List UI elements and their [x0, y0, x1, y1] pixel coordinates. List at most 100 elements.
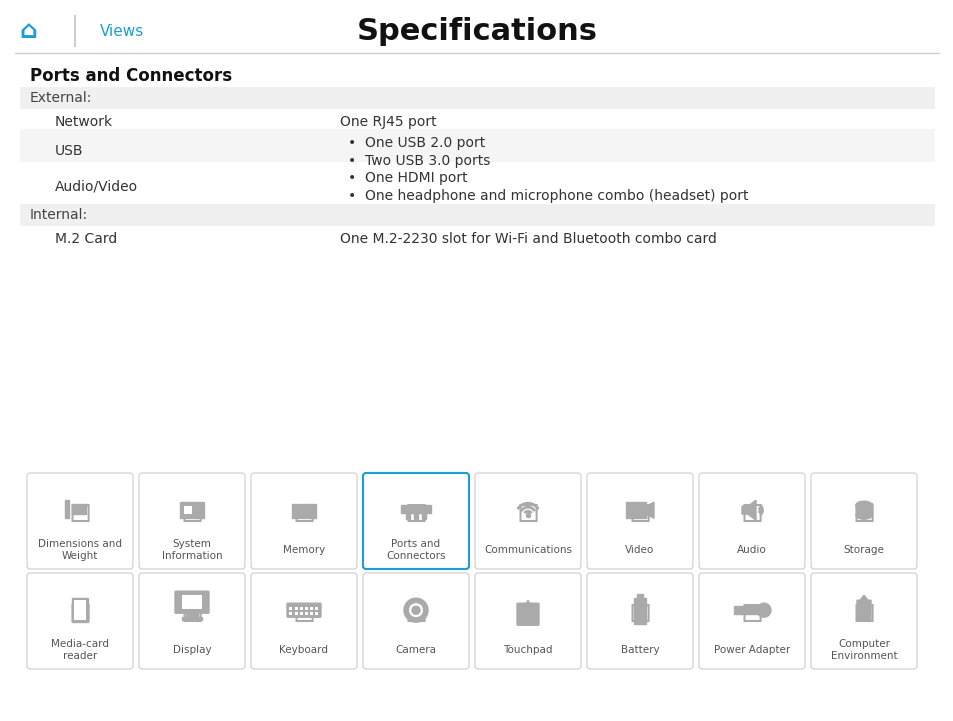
FancyBboxPatch shape	[27, 573, 132, 669]
Bar	[414, 511, 417, 519]
FancyBboxPatch shape	[20, 228, 934, 250]
Text: ⊡: ⊡	[516, 600, 539, 628]
Text: ⊡: ⊡	[628, 500, 651, 528]
FancyBboxPatch shape	[20, 111, 934, 133]
Text: Storage: Storage	[842, 545, 883, 554]
Bar	[307, 504, 311, 518]
Text: Network: Network	[55, 115, 113, 129]
Bar	[289, 606, 293, 610]
FancyBboxPatch shape	[20, 129, 934, 173]
Bar	[65, 500, 69, 518]
Text: Specifications: Specifications	[356, 17, 597, 45]
Text: One M.2-2230 slot for Wi-Fi and Bluetooth combo card: One M.2-2230 slot for Wi-Fi and Bluetoot…	[339, 232, 716, 246]
Bar	[310, 606, 313, 610]
Text: Battery: Battery	[620, 645, 659, 655]
Bar	[406, 511, 410, 519]
Text: ⊡: ⊡	[516, 500, 539, 528]
FancyBboxPatch shape	[20, 204, 934, 226]
Text: •  One HDMI port: • One HDMI port	[348, 171, 467, 185]
Text: Audio/Video: Audio/Video	[55, 179, 138, 193]
Text: Ports and
Connectors: Ports and Connectors	[386, 539, 445, 561]
Text: ⊡: ⊡	[740, 600, 762, 628]
Bar	[71, 504, 86, 514]
FancyBboxPatch shape	[20, 162, 934, 208]
Circle shape	[403, 598, 428, 622]
Bar	[305, 611, 308, 615]
Bar	[71, 598, 88, 622]
Bar	[180, 503, 204, 518]
Bar	[296, 504, 301, 518]
Bar	[305, 606, 308, 610]
FancyBboxPatch shape	[27, 473, 132, 569]
Text: ⊡: ⊡	[69, 600, 91, 628]
Text: USB: USB	[55, 144, 84, 158]
Circle shape	[409, 603, 422, 617]
FancyBboxPatch shape	[475, 573, 580, 669]
Circle shape	[757, 603, 770, 617]
FancyArrow shape	[856, 596, 870, 620]
FancyBboxPatch shape	[586, 573, 692, 669]
Text: Computer
Environment: Computer Environment	[830, 639, 897, 660]
FancyBboxPatch shape	[586, 473, 692, 569]
Text: ⊡: ⊡	[292, 500, 315, 528]
Bar	[312, 504, 315, 518]
Text: ⊡: ⊡	[740, 500, 762, 528]
Polygon shape	[741, 500, 755, 520]
Text: Keyboard: Keyboard	[279, 645, 328, 655]
Text: ⌂: ⌂	[19, 19, 37, 43]
Text: System
Information: System Information	[161, 539, 222, 561]
FancyBboxPatch shape	[139, 473, 245, 569]
Bar	[625, 503, 645, 518]
Text: Media-card
reader: Media-card reader	[51, 639, 109, 660]
Text: •  Two USB 3.0 ports: • Two USB 3.0 ports	[348, 154, 490, 168]
Bar	[74, 600, 86, 620]
Text: ⊡: ⊡	[180, 600, 203, 628]
Text: Audio: Audio	[737, 545, 766, 554]
Text: ⊡: ⊡	[404, 500, 427, 528]
Bar	[184, 506, 192, 514]
Bar	[315, 606, 318, 610]
FancyBboxPatch shape	[810, 473, 916, 569]
Bar	[637, 594, 642, 598]
Bar	[855, 503, 871, 516]
Bar	[315, 611, 318, 615]
Text: Display: Display	[172, 645, 212, 655]
FancyBboxPatch shape	[139, 573, 245, 669]
Polygon shape	[523, 600, 532, 609]
Bar	[299, 606, 303, 610]
Circle shape	[412, 606, 419, 614]
FancyBboxPatch shape	[363, 473, 469, 569]
Bar	[182, 617, 202, 620]
Bar	[292, 504, 295, 518]
FancyBboxPatch shape	[287, 603, 320, 617]
Bar	[186, 610, 198, 618]
Text: •  One headphone and microphone combo (headset) port: • One headphone and microphone combo (he…	[348, 189, 748, 203]
Text: ⊡: ⊡	[851, 500, 875, 528]
FancyBboxPatch shape	[174, 591, 209, 613]
Text: ⊡: ⊡	[69, 500, 91, 528]
Text: Power Adapter: Power Adapter	[713, 645, 789, 655]
FancyBboxPatch shape	[517, 603, 538, 625]
FancyBboxPatch shape	[699, 573, 804, 669]
Text: ⊡: ⊡	[292, 600, 315, 628]
Ellipse shape	[855, 511, 871, 519]
Bar	[310, 611, 313, 615]
FancyBboxPatch shape	[810, 573, 916, 669]
Text: Ports and Connectors: Ports and Connectors	[30, 67, 232, 85]
Text: Dimensions and
Weight: Dimensions and Weight	[38, 539, 122, 561]
FancyBboxPatch shape	[251, 573, 356, 669]
Polygon shape	[645, 503, 654, 518]
Text: M.2 Card: M.2 Card	[55, 232, 117, 246]
Ellipse shape	[855, 501, 871, 509]
Bar	[299, 611, 303, 615]
Text: External:: External:	[30, 91, 92, 105]
Text: ⊡: ⊡	[851, 600, 875, 628]
Text: Views: Views	[100, 24, 144, 38]
FancyBboxPatch shape	[363, 573, 469, 669]
Text: One RJ45 port: One RJ45 port	[339, 115, 436, 129]
Bar	[182, 596, 202, 609]
FancyBboxPatch shape	[20, 87, 934, 109]
Text: Camera: Camera	[395, 645, 436, 655]
Text: Communications: Communications	[483, 545, 572, 554]
Text: Internal:: Internal:	[30, 208, 88, 222]
